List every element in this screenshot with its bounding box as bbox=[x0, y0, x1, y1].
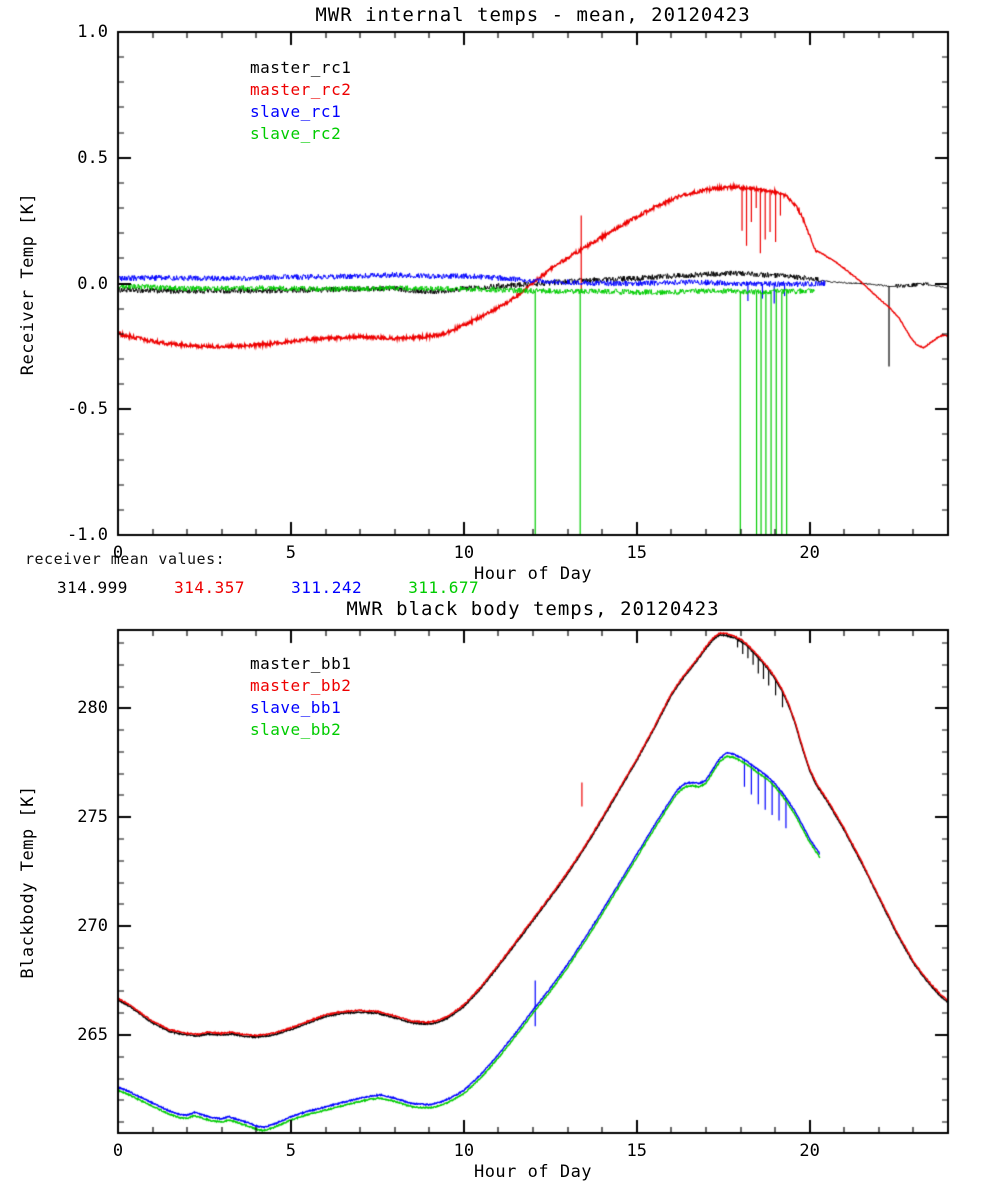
y-tick-label: 270 bbox=[77, 916, 108, 937]
panel2-y-axis-label: Blackbody Temp [K] bbox=[18, 785, 38, 979]
panel1-y-axis-label: Receiver Temp [K] bbox=[18, 192, 38, 376]
receiver-mean-values: 314.999 314.357 311.242 311.677 bbox=[57, 578, 515, 597]
x-tick-label: 15 bbox=[626, 1141, 647, 1161]
mean-value-slave-rc2: 311.677 bbox=[408, 578, 480, 597]
x-tick-label: 10 bbox=[453, 1141, 475, 1161]
legend-slave-bb1: slave_bb1 bbox=[250, 698, 342, 717]
x-tick-label: 20 bbox=[799, 543, 820, 563]
x-tick-label: 10 bbox=[453, 543, 475, 563]
y-tick-label: -1.0 bbox=[67, 525, 108, 545]
receiver-mean-values-label: receiver mean values: bbox=[25, 550, 226, 568]
y-tick-label: 280 bbox=[77, 698, 108, 719]
x-tick-label: 0 bbox=[112, 543, 124, 563]
legend-master-bb2: master_bb2 bbox=[250, 676, 352, 695]
mean-value-slave-rc1: 311.242 bbox=[291, 578, 363, 597]
y-tick-label: 265 bbox=[77, 1025, 108, 1045]
x-tick-label: 5 bbox=[285, 543, 297, 563]
panel2-title: MWR black body temps, 20120423 bbox=[346, 598, 720, 620]
legend-master-rc1: master_rc1 bbox=[250, 58, 352, 77]
y-tick-label: 0.0 bbox=[77, 273, 108, 294]
legend-slave-rc1: slave_rc1 bbox=[250, 102, 342, 121]
legend-master-rc2: master_rc2 bbox=[250, 80, 352, 99]
mean-value-master-rc2: 314.357 bbox=[174, 578, 246, 597]
panel1-x-axis-label: Hour of Day bbox=[473, 564, 593, 584]
legend-master-bb1: master_bb1 bbox=[250, 654, 352, 673]
panel1-title: MWR internal temps - mean, 20120423 bbox=[315, 4, 751, 26]
x-tick-label: 15 bbox=[626, 543, 647, 563]
y-tick-label: -0.5 bbox=[67, 399, 108, 420]
y-tick-label: 1.0 bbox=[77, 22, 108, 42]
mean-value-master-rc1: 314.999 bbox=[57, 578, 128, 597]
legend-slave-rc2: slave_rc2 bbox=[250, 124, 342, 143]
panel2-x-axis-label: Hour of Day bbox=[473, 1162, 593, 1182]
y-tick-label: 0.5 bbox=[77, 147, 108, 168]
x-tick-label: 0 bbox=[112, 1141, 124, 1161]
x-tick-label: 20 bbox=[799, 1141, 820, 1161]
legend-slave-bb2: slave_bb2 bbox=[250, 720, 342, 739]
y-tick-label: 275 bbox=[77, 807, 108, 828]
x-tick-label: 5 bbox=[285, 1141, 297, 1161]
